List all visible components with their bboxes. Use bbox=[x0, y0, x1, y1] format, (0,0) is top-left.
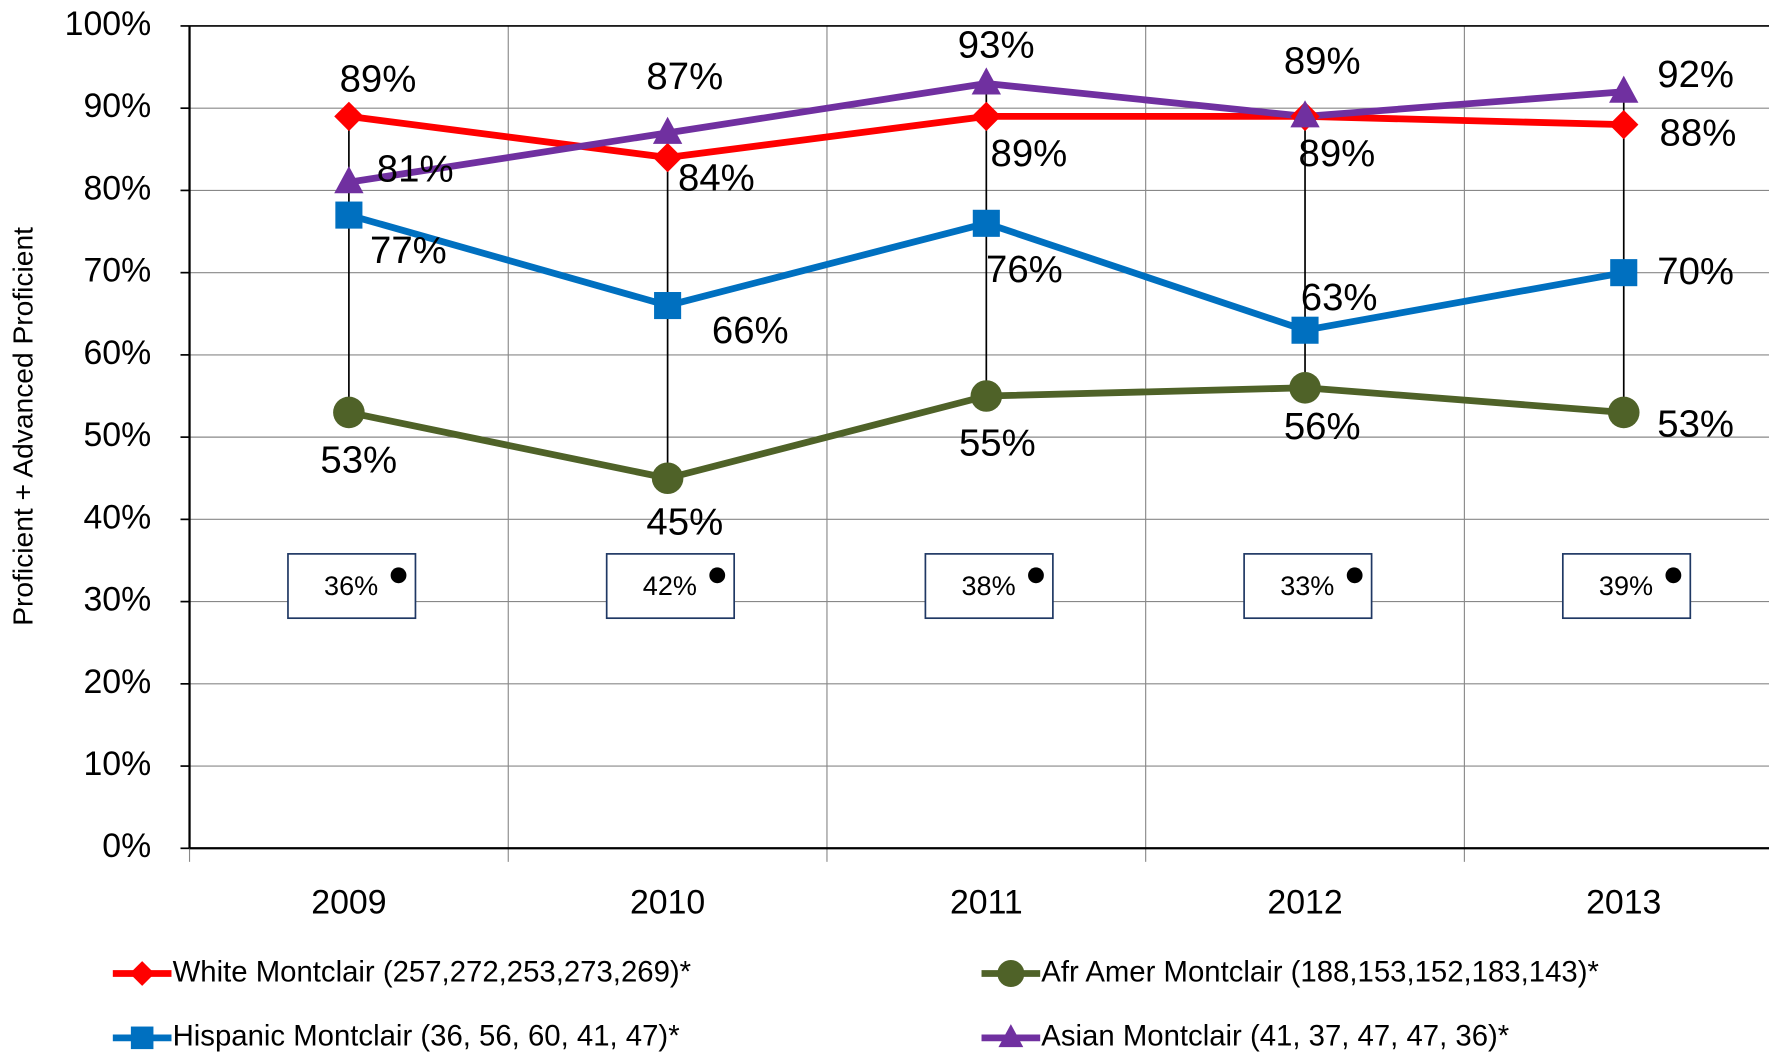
data-label: 55% bbox=[959, 422, 1036, 465]
data-point bbox=[1610, 259, 1638, 287]
data-point bbox=[1609, 75, 1639, 103]
data-label: 63% bbox=[1301, 276, 1378, 319]
data-label: 84% bbox=[678, 157, 755, 200]
annotation-dot bbox=[1665, 567, 1682, 584]
y-tick-label: 80% bbox=[83, 169, 151, 207]
data-label: 76% bbox=[986, 248, 1063, 291]
data-point bbox=[971, 101, 1001, 132]
y-axis-label: Proficient + Advanced Proficient bbox=[6, 227, 38, 626]
data-label: 87% bbox=[646, 55, 723, 98]
y-tick-label: 100% bbox=[65, 5, 152, 43]
data-point bbox=[333, 396, 365, 429]
annotation-dot bbox=[1346, 567, 1363, 584]
y-tick-label: 70% bbox=[83, 252, 151, 290]
y-tick-label: 40% bbox=[83, 498, 151, 536]
y-tick-label: 30% bbox=[83, 581, 151, 619]
legend-label: Asian Montclair (41, 37, 47, 47, 36)* bbox=[1041, 1020, 1509, 1053]
data-label: 93% bbox=[958, 24, 1035, 67]
legend-label: White Montclair (257,272,253,273,269)* bbox=[173, 955, 691, 988]
y-tick-label: 90% bbox=[83, 87, 151, 125]
data-point bbox=[334, 101, 364, 132]
annotation-dot bbox=[709, 567, 726, 584]
data-label: 53% bbox=[320, 439, 397, 482]
data-point bbox=[1291, 316, 1319, 344]
annotation-label: 38% bbox=[961, 570, 1015, 601]
data-label: 89% bbox=[991, 132, 1068, 175]
y-tick-label: 10% bbox=[83, 745, 151, 783]
y-tick-label: 50% bbox=[83, 416, 151, 454]
data-point bbox=[652, 116, 683, 144]
data-label: 66% bbox=[712, 309, 789, 352]
x-tick-label: 2009 bbox=[311, 884, 386, 922]
data-point bbox=[1609, 109, 1639, 140]
data-label: 81% bbox=[377, 148, 454, 191]
data-label: 56% bbox=[1284, 405, 1361, 448]
annotation-label: 33% bbox=[1280, 570, 1334, 601]
data-point bbox=[651, 462, 684, 495]
legend-marker bbox=[129, 961, 155, 986]
annotation-box bbox=[605, 553, 736, 620]
data-label: 77% bbox=[370, 229, 447, 272]
legend-label: Hispanic Montclair (36, 56, 60, 41, 47)* bbox=[173, 1020, 680, 1053]
annotation-label: 42% bbox=[643, 570, 697, 601]
y-tick-label: 20% bbox=[83, 663, 151, 701]
annotation-label: 36% bbox=[324, 570, 378, 601]
data-label: 89% bbox=[1284, 39, 1361, 82]
legend-marker bbox=[997, 959, 1025, 988]
y-tick-label: 0% bbox=[102, 827, 151, 865]
y-tick-label: 60% bbox=[83, 334, 151, 372]
data-point bbox=[972, 209, 1000, 237]
legend-marker bbox=[130, 1026, 154, 1050]
data-point bbox=[334, 166, 364, 194]
annotation-box bbox=[924, 553, 1054, 620]
data-point bbox=[652, 142, 683, 173]
annotation-box bbox=[1561, 553, 1692, 620]
data-point bbox=[335, 201, 363, 229]
annotation-dot bbox=[390, 567, 407, 584]
annotation-box bbox=[287, 553, 417, 620]
data-point bbox=[970, 380, 1003, 412]
x-tick-label: 2010 bbox=[630, 884, 705, 922]
data-label: 45% bbox=[646, 501, 723, 544]
legend-label: Afr Amer Montclair (188,153,152,183,143)… bbox=[1041, 955, 1599, 988]
data-point bbox=[971, 67, 1001, 95]
data-point bbox=[1289, 371, 1321, 404]
data-point bbox=[1290, 100, 1320, 128]
data-point bbox=[1607, 396, 1640, 429]
x-tick-label: 2012 bbox=[1267, 884, 1342, 922]
data-label: 92% bbox=[1657, 53, 1734, 96]
data-label: 53% bbox=[1657, 403, 1734, 446]
legend-marker bbox=[998, 1024, 1024, 1048]
x-tick-label: 2011 bbox=[950, 884, 1023, 922]
annotation-label: 39% bbox=[1599, 570, 1653, 601]
data-point bbox=[654, 292, 682, 320]
data-label: 89% bbox=[340, 57, 417, 100]
annotation-dot bbox=[1028, 567, 1044, 584]
data-label: 88% bbox=[1660, 111, 1737, 154]
data-label: 70% bbox=[1657, 250, 1734, 293]
annotation-box bbox=[1243, 553, 1373, 620]
data-label: 89% bbox=[1299, 132, 1376, 175]
x-tick-label: 2013 bbox=[1586, 884, 1661, 922]
